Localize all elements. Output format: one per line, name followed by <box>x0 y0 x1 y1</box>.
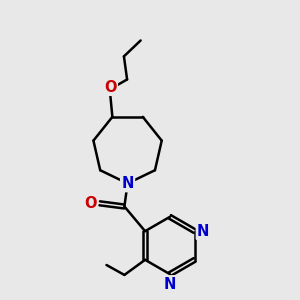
Text: N: N <box>164 277 176 292</box>
Text: N: N <box>122 176 134 191</box>
Text: O: O <box>104 80 117 94</box>
Text: O: O <box>84 196 97 211</box>
Text: N: N <box>197 224 209 239</box>
